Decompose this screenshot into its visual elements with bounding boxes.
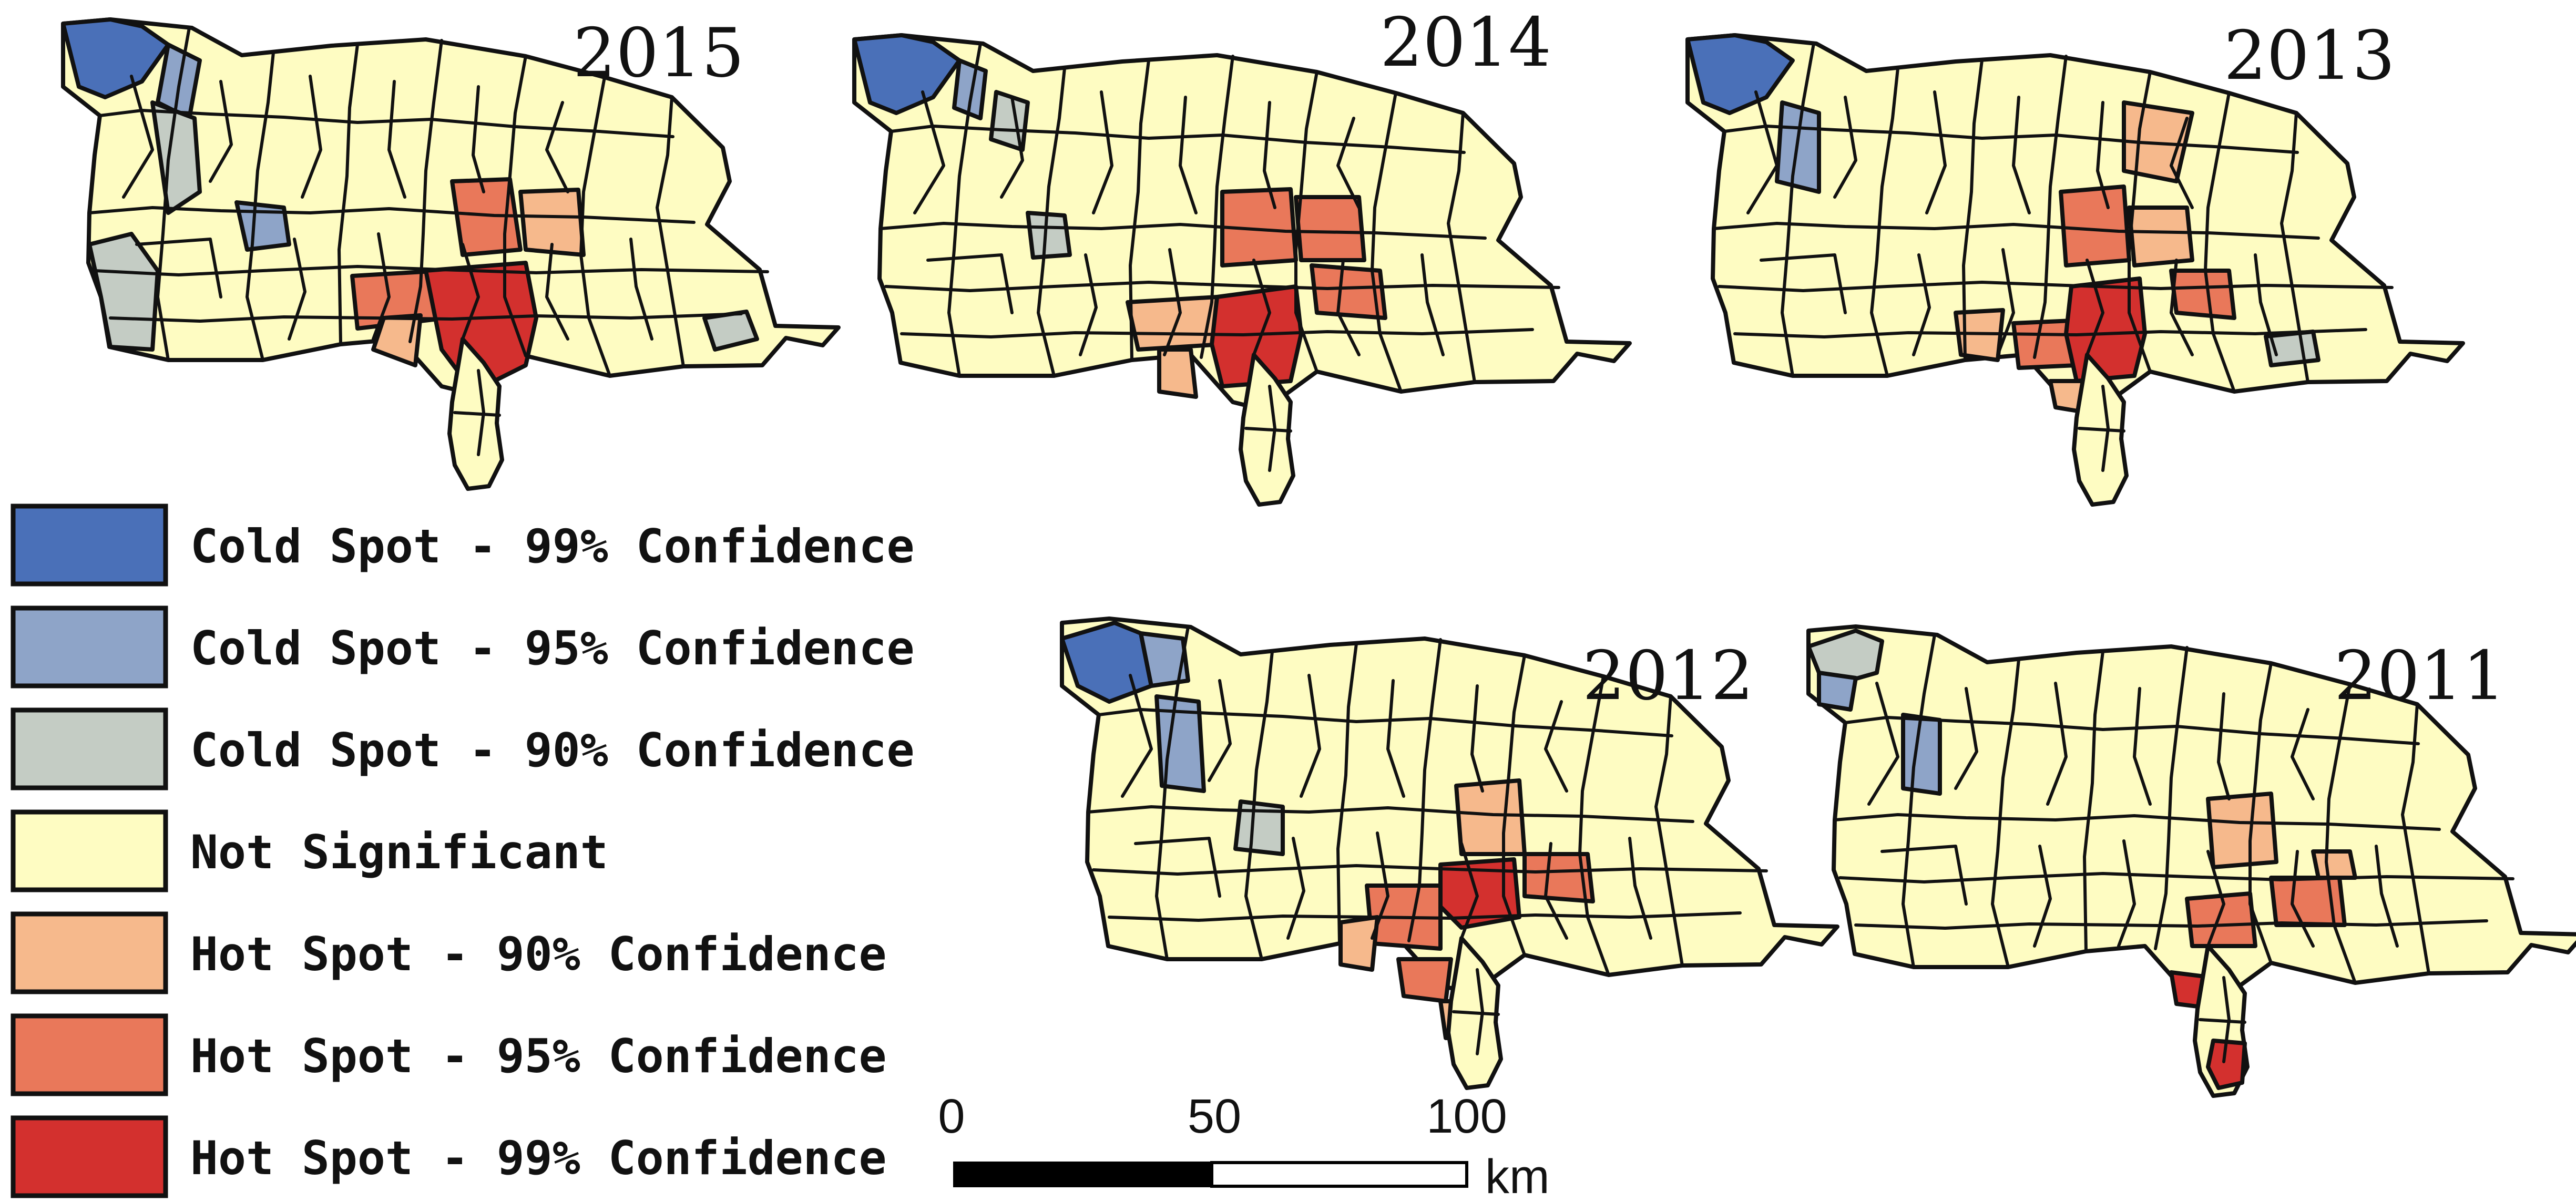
- hot-90-district-2: [371, 313, 423, 367]
- scale-tick-0: 0: [938, 1090, 965, 1143]
- hot-95-district: [2059, 184, 2131, 268]
- legend-swatch: [11, 1115, 168, 1198]
- hot-99-district: [2064, 276, 2147, 383]
- legend-item-cold-95: Cold Spot - 95% Confidence: [11, 605, 915, 689]
- hot-95-district: [1522, 852, 1595, 903]
- year-label-2013: 2013: [2224, 17, 2395, 95]
- hot-95-district-2: [2169, 269, 2236, 320]
- cold-95-district-2: [234, 200, 291, 252]
- legend-item-not-significant: Not Significant: [11, 809, 608, 892]
- legend-swatch: [11, 1013, 168, 1096]
- year-label-2011: 2011: [2334, 637, 2506, 715]
- map-panel-2015: [61, 17, 839, 489]
- legend-item-hot-90: Hot Spot - 90% Confidence: [11, 911, 887, 994]
- legend-label: Cold Spot - 99% Confidence: [190, 519, 915, 573]
- cold-90-district: [989, 90, 1030, 152]
- hot-90-district-2: [1338, 915, 1379, 972]
- cold-95-district-2: [1901, 713, 1942, 796]
- scale-tick-100: 100: [1426, 1090, 1507, 1143]
- hot-99-district: [1438, 857, 1521, 930]
- legend-swatch: [11, 707, 168, 790]
- map-panel-2011: [1806, 626, 2576, 1096]
- scale-bar: 0 50 100 km: [938, 1090, 1549, 1202]
- hot-99-district: [424, 261, 538, 394]
- legend-item-cold-90: Cold Spot - 90% Confidence: [11, 707, 915, 790]
- scale-tick-50: 50: [1188, 1090, 1241, 1143]
- legend-swatch: [11, 911, 168, 994]
- map-panel-2012: [1060, 619, 1837, 1088]
- hot-99-district-2: [2206, 1039, 2247, 1090]
- year-label-2014: 2014: [1380, 4, 1551, 82]
- hot-95-district-3: [1310, 263, 1387, 320]
- scale-bar-black-segment: [953, 1162, 1213, 1187]
- hot-90-district-2: [2311, 849, 2357, 880]
- cold-90-district-2: [1026, 211, 1072, 260]
- cold-99-district: [852, 33, 962, 115]
- legend-label: Cold Spot - 95% Confidence: [190, 621, 915, 675]
- legend-swatch: [11, 504, 168, 587]
- cold-95-district-2: [1154, 694, 1206, 793]
- hot-90-district-2: [1157, 347, 1198, 399]
- legend-label: Cold Spot - 90% Confidence: [190, 723, 915, 777]
- legend: Cold Spot - 99% Confidence Cold Spot - 9…: [11, 504, 915, 1198]
- hot-90-district: [2206, 792, 2278, 869]
- year-label-2012: 2012: [1582, 637, 1754, 715]
- hot-90-district: [1454, 778, 1527, 856]
- cold-95-district: [1817, 671, 1858, 712]
- scale-unit: km: [1485, 1150, 1550, 1202]
- scale-bar-white-segment: [1210, 1161, 1468, 1188]
- legend-label: Hot Spot - 99% Confidence: [190, 1131, 887, 1185]
- hot-90-district-2: [2127, 206, 2194, 268]
- legend-item-hot-99: Hot Spot - 99% Confidence: [11, 1115, 887, 1198]
- cold-99-district: [61, 17, 170, 99]
- legend-label: Not Significant: [190, 825, 608, 879]
- legend-label: Hot Spot - 95% Confidence: [190, 1029, 887, 1083]
- year-label-2015: 2015: [573, 14, 744, 93]
- legend-item-cold-99: Cold Spot - 99% Confidence: [11, 504, 915, 587]
- cold-90-district: [1233, 799, 1285, 856]
- legend-swatch: [11, 809, 168, 892]
- legend-swatch: [11, 605, 168, 689]
- map-panel-2013: [1685, 33, 2463, 505]
- cold-95-district: [1139, 631, 1190, 688]
- legend-label: Hot Spot - 90% Confidence: [190, 927, 887, 981]
- hot-95-district-3: [1396, 957, 1453, 1003]
- hot-95-district-2: [2185, 891, 2257, 948]
- legend-item-hot-95: Hot Spot - 95% Confidence: [11, 1013, 887, 1096]
- hot-95-district-2: [1294, 195, 1366, 262]
- cold-99-district: [1685, 33, 1795, 115]
- hot-90-district: [518, 188, 586, 257]
- map-panel-2014: [852, 33, 1630, 505]
